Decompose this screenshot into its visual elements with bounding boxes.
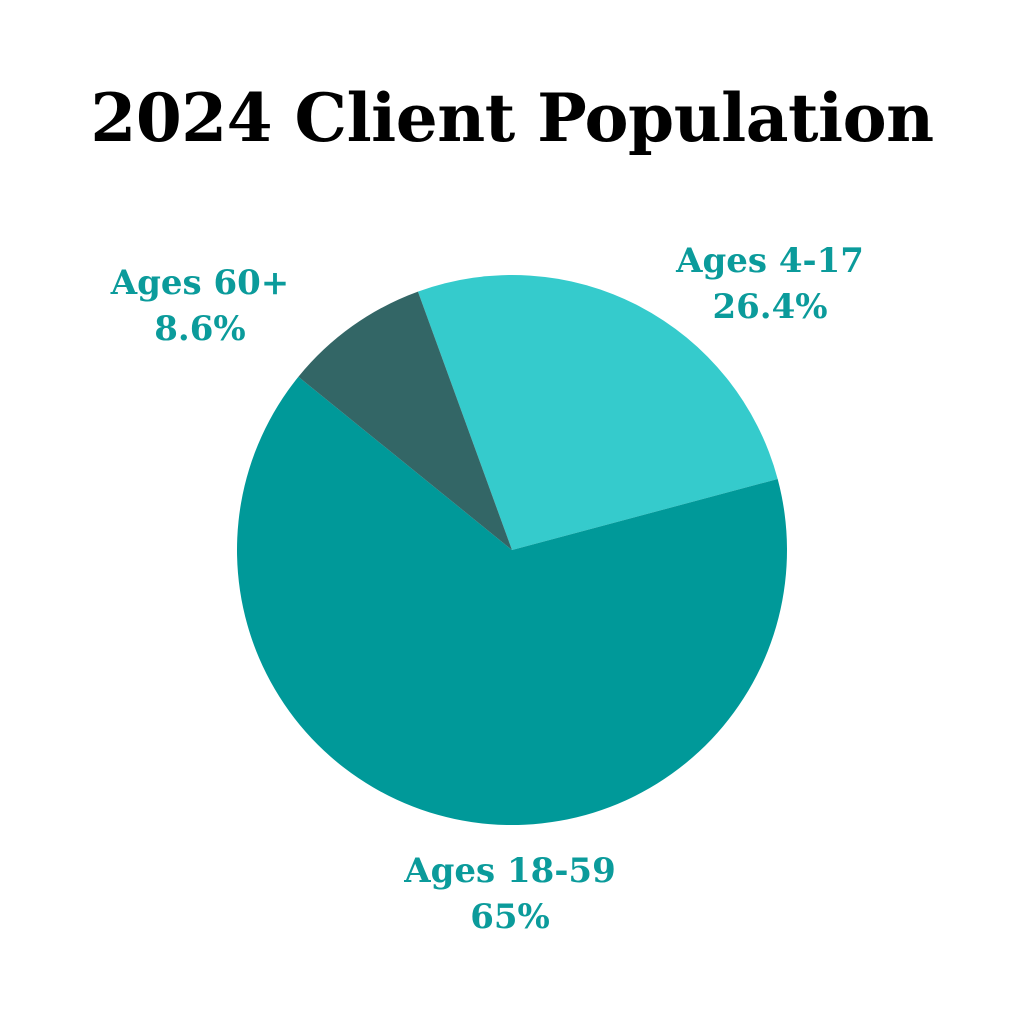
slice-value-label: 26.4% — [712, 287, 828, 327]
pie-slice-ages-4-17 — [417, 274, 778, 550]
slice-label-ages-60-plus: Ages 60+ 8.6% — [80, 260, 320, 352]
slice-value-label: 8.6% — [154, 309, 246, 349]
pie-slice-ages-60 — [298, 291, 512, 550]
slice-category-label: Ages 60+ — [110, 263, 290, 303]
slice-category-label: Ages 18-59 — [404, 851, 616, 891]
pie-slice-ages-18-59 — [237, 376, 788, 826]
slice-category-label: Ages 4-17 — [676, 241, 864, 281]
chart-title: 2024 Client Population — [90, 79, 934, 157]
slice-label-ages-18-59: Ages 18-59 65% — [370, 848, 650, 940]
slice-label-ages-4-17: Ages 4-17 26.4% — [640, 238, 900, 330]
slice-value-label: 65% — [470, 897, 550, 937]
